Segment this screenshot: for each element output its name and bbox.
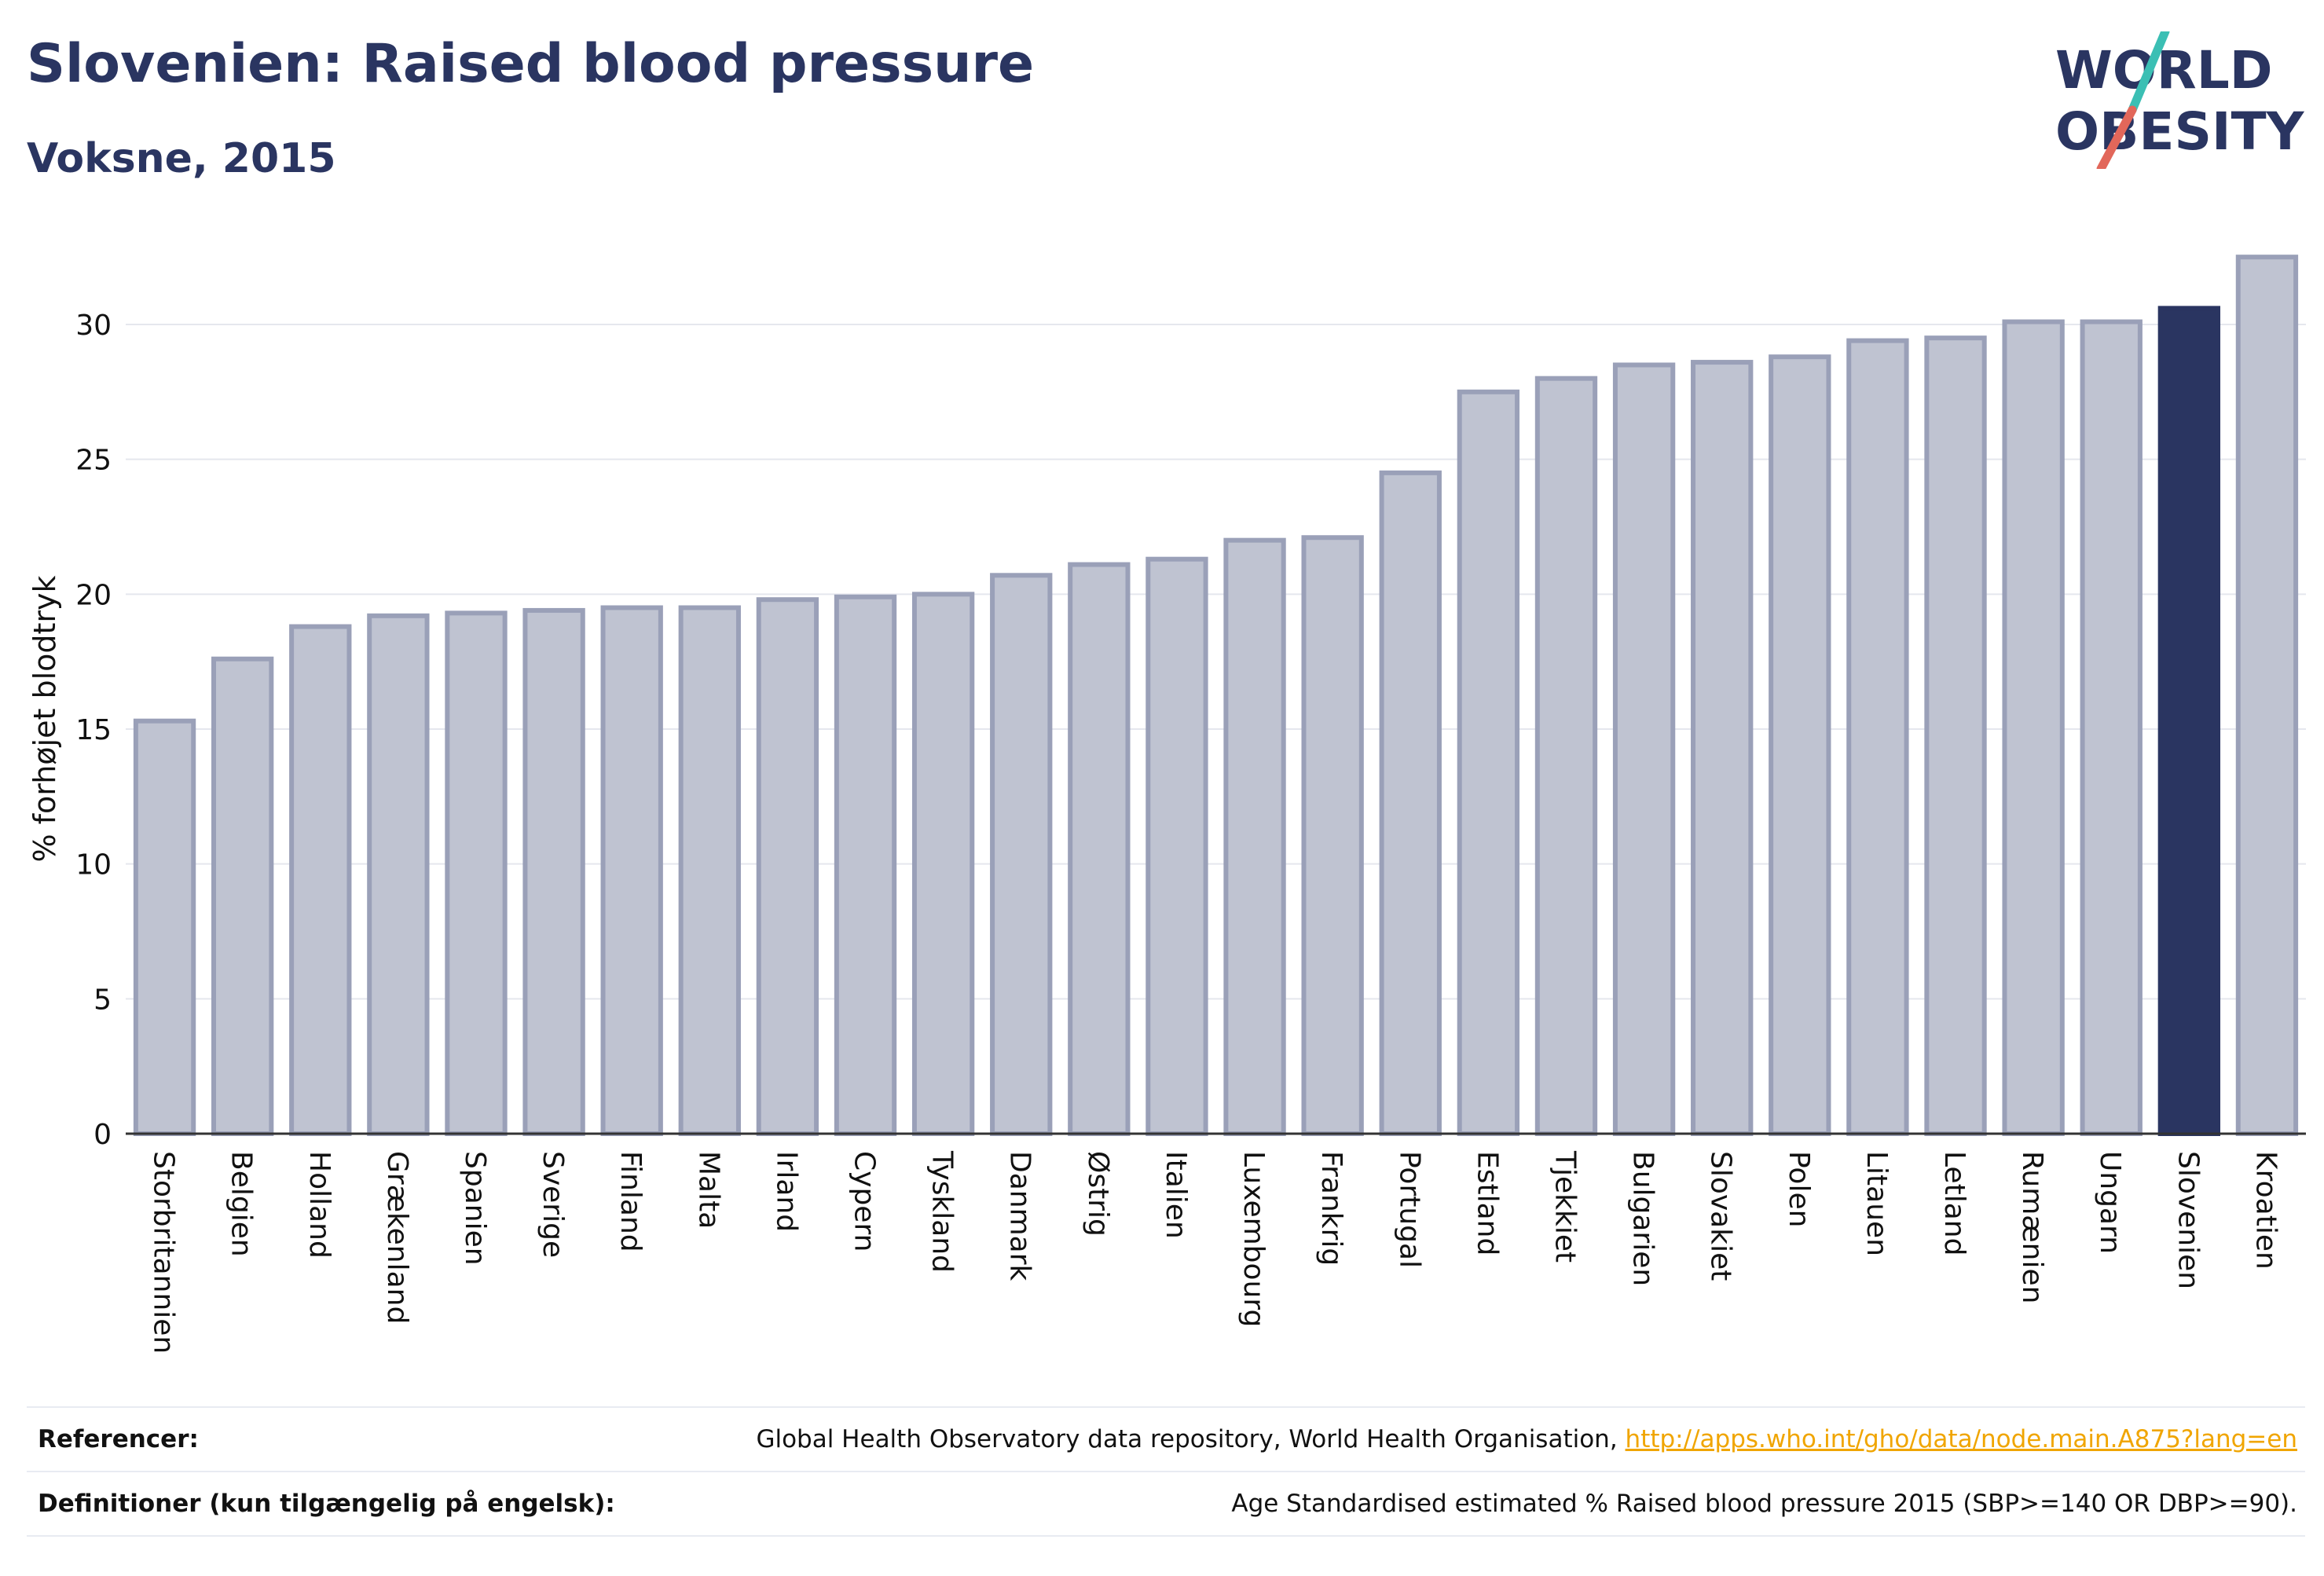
logo-word-world: WORLD [2055, 40, 2273, 101]
definition-row: Definitioner (kun tilgængelig på engelsk… [27, 1472, 2305, 1535]
bar-polen[interactable] [1769, 354, 1831, 1136]
bar-estland[interactable] [1457, 389, 1520, 1137]
bar-grækenland[interactable] [367, 613, 430, 1136]
x-tick-label: Holland [303, 1151, 335, 1259]
bar-rumænien[interactable] [2002, 319, 2065, 1137]
bar-litauen[interactable] [1846, 338, 1909, 1137]
y-tick-labels: 0 5 10 15 20 25 30 [75, 310, 112, 1151]
x-tick-label: Slovakiet [1705, 1151, 1737, 1281]
bar-letland[interactable] [1924, 335, 1987, 1136]
bar-finland[interactable] [600, 605, 663, 1136]
y-tick-label: 10 [75, 849, 112, 881]
bar-luxembourg[interactable] [1223, 537, 1286, 1136]
x-tick-label: Østrig [1082, 1151, 1114, 1237]
y-tick-label: 25 [75, 445, 112, 477]
world-obesity-logo: WORLD OBESITY [2055, 31, 2305, 169]
x-tick-label: Frankrig [1315, 1151, 1347, 1266]
x-tick-label: Cypern [849, 1151, 881, 1252]
logo-slash-red [2096, 105, 2137, 169]
bar-holland[interactable] [289, 624, 352, 1136]
bar-malta[interactable] [678, 605, 741, 1136]
reference-divider-bottom [27, 1535, 2305, 1537]
y-tick-label: 0 [93, 1119, 112, 1151]
y-tick-label: 30 [75, 310, 112, 342]
bar-chart: 0 5 10 15 20 25 30 Storbritannien Belgien Hollan… [27, 255, 2306, 1354]
x-tick-label: Letland [1938, 1151, 1970, 1255]
x-tick-labels: Storbritannien Belgien Holland Grækenland Sp… [148, 1150, 2282, 1354]
x-tick-label: Kroatien [2249, 1151, 2282, 1270]
x-tick-label: Finland [614, 1151, 647, 1252]
x-tick-label: Sverige [537, 1151, 569, 1258]
reference-row: Referencer: Global Health Observatory da… [27, 1408, 2305, 1471]
x-tick-label: Spanien [459, 1151, 491, 1266]
references-text: Global Health Observatory data repositor… [756, 1425, 1626, 1453]
bar-belgien[interactable] [211, 656, 274, 1136]
x-tick-label: Storbritannien [148, 1151, 180, 1354]
x-tick-label: Bulgarien [1627, 1151, 1659, 1286]
y-tick-label: 20 [75, 579, 112, 611]
bar-danmark[interactable] [990, 573, 1053, 1136]
bar-kroatien[interactable] [2235, 255, 2299, 1137]
y-tick-label: 5 [93, 984, 112, 1016]
definitions-label: Definitioner (kun tilgængelig på engelsk… [38, 1490, 615, 1518]
x-tick-label: Grækenland [381, 1151, 413, 1324]
bar-slovenien[interactable] [2157, 306, 2221, 1136]
bar-østrig[interactable] [1068, 562, 1131, 1136]
references-link[interactable]: http://apps.who.int/gho/data/node.main.A… [1625, 1425, 2297, 1453]
reference-divider-top [27, 1406, 2305, 1408]
x-tick-label: Estland [1471, 1151, 1503, 1255]
bar-portugal[interactable] [1379, 470, 1442, 1136]
bar-ungarn[interactable] [2080, 319, 2143, 1137]
bars [133, 255, 2299, 1137]
y-axis-label: % forhøjet blodtryk [27, 575, 62, 862]
x-tick-label: Rumænien [2016, 1151, 2048, 1303]
bar-cypern[interactable] [834, 594, 897, 1136]
bar-frankrig[interactable] [1301, 535, 1364, 1136]
x-tick-label: Irland [770, 1151, 802, 1232]
x-tick-label: Luxembourg [1237, 1151, 1270, 1327]
x-tick-label: Danmark [1004, 1151, 1036, 1281]
x-tick-label: Italien [1160, 1151, 1192, 1239]
logo-slash-teal [2128, 31, 2170, 115]
chart-title: Slovenien: Raised blood pressure [27, 33, 1035, 95]
bar-tyskland[interactable] [911, 592, 975, 1136]
logo-word-obesity: OBESITY [2055, 101, 2305, 162]
bar-tjekkiet[interactable] [1534, 376, 1598, 1136]
x-tick-label: Belgien [225, 1151, 258, 1257]
x-tick-label: Slovenien [2172, 1151, 2204, 1289]
references-value: Global Health Observatory data repositor… [756, 1425, 2305, 1453]
reference-divider-middle [27, 1471, 2305, 1472]
x-tick-label: Litauen [1860, 1151, 1893, 1256]
bar-slovakiet[interactable] [1691, 360, 1754, 1137]
references-label: Referencer: [38, 1425, 199, 1453]
bar-bulgarien[interactable] [1612, 362, 1676, 1136]
bar-irland[interactable] [756, 597, 819, 1136]
x-tick-label: Tyskland [926, 1150, 959, 1273]
x-tick-label: Ungarn [2094, 1151, 2126, 1254]
bar-spanien[interactable] [445, 610, 508, 1136]
bar-italien[interactable] [1146, 556, 1208, 1136]
y-tick-label: 15 [75, 714, 112, 746]
x-tick-label: Portugal [1393, 1151, 1425, 1268]
x-tick-label: Malta [692, 1151, 724, 1229]
definitions-value: Age Standardised estimated % Raised bloo… [1231, 1490, 2297, 1518]
bar-storbritannien[interactable] [133, 718, 196, 1136]
x-tick-label: Polen [1783, 1151, 1815, 1227]
bar-sverige[interactable] [522, 607, 585, 1136]
chart-subtitle: Voksne, 2015 [27, 135, 336, 182]
x-tick-label: Tjekkiet [1549, 1150, 1581, 1263]
